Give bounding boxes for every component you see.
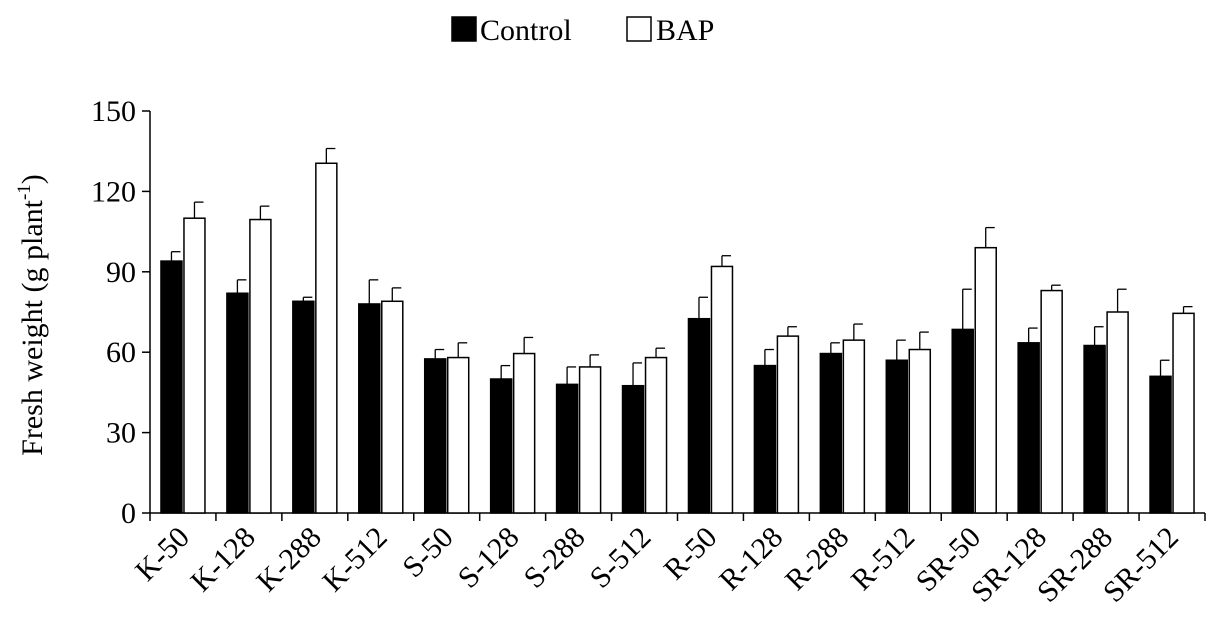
y-tick-label: 150 [91, 95, 136, 128]
bar-control [819, 352, 843, 514]
legend-label-control: Control [480, 14, 572, 47]
y-axis-title-close: ) [16, 174, 49, 184]
bar-control [160, 260, 183, 514]
x-tick-label: K-512 [316, 521, 394, 599]
bar-bap [512, 352, 536, 514]
x-tick-label: R-50 [658, 521, 724, 587]
bar-control [1017, 342, 1040, 514]
bar-control [885, 359, 909, 514]
x-tick-label: S-288 [518, 521, 592, 595]
bar-control [226, 292, 249, 514]
bar-bap [578, 366, 602, 514]
bar-bap [776, 335, 800, 514]
bar-control [951, 328, 974, 514]
bar-control [1083, 344, 1106, 514]
bar-control [292, 300, 315, 514]
y-tick-label: 30 [106, 417, 136, 450]
bar-bap [710, 265, 734, 514]
x-tick-label: S-128 [452, 521, 526, 595]
x-tick-label: K-288 [250, 521, 328, 599]
bar-bap [183, 217, 206, 514]
bar-bap [1040, 289, 1063, 514]
x-tick-label: R-512 [845, 521, 921, 597]
bar-bap [381, 300, 404, 514]
legend-swatch-bap [626, 16, 652, 42]
bar-bap [908, 348, 932, 514]
bar-control [753, 364, 777, 514]
bar-control [687, 317, 711, 514]
bar-bap [644, 356, 668, 514]
bar-bap [446, 356, 470, 514]
x-tick-label: SR-512 [1097, 521, 1185, 609]
x-tick-label: S-512 [583, 521, 657, 595]
bar-control [555, 383, 579, 514]
y-axis-title-superscript: -1 [14, 184, 35, 200]
bar-bap [842, 339, 866, 514]
x-tick-label: R-128 [713, 521, 789, 597]
x-tick-label: K-128 [184, 521, 262, 599]
bar-control [489, 378, 513, 514]
bar-control [621, 384, 645, 514]
bar-control [358, 303, 381, 514]
bar-bap [249, 218, 272, 514]
bar-bap [974, 246, 997, 514]
x-tick-label: R-288 [779, 521, 855, 597]
legend-swatch-control [451, 16, 477, 42]
y-axis-title: Fresh weight (g plant-1) [14, 174, 49, 456]
bar-control [423, 358, 447, 514]
y-axis-title-main: Fresh weight (g plant [16, 199, 49, 455]
y-tick-label: 120 [91, 175, 136, 208]
bar-control [1149, 375, 1172, 514]
bar-bap [1106, 311, 1129, 514]
y-tick-label: 60 [106, 336, 136, 369]
x-tick-label: S-50 [396, 521, 459, 584]
bar-bap [315, 162, 338, 514]
y-tick-label: 0 [121, 497, 136, 530]
legend-label-bap: BAP [656, 14, 714, 47]
bar-bap [1172, 312, 1195, 514]
y-tick-label: 90 [106, 256, 136, 289]
legend: Control BAP [451, 14, 714, 47]
